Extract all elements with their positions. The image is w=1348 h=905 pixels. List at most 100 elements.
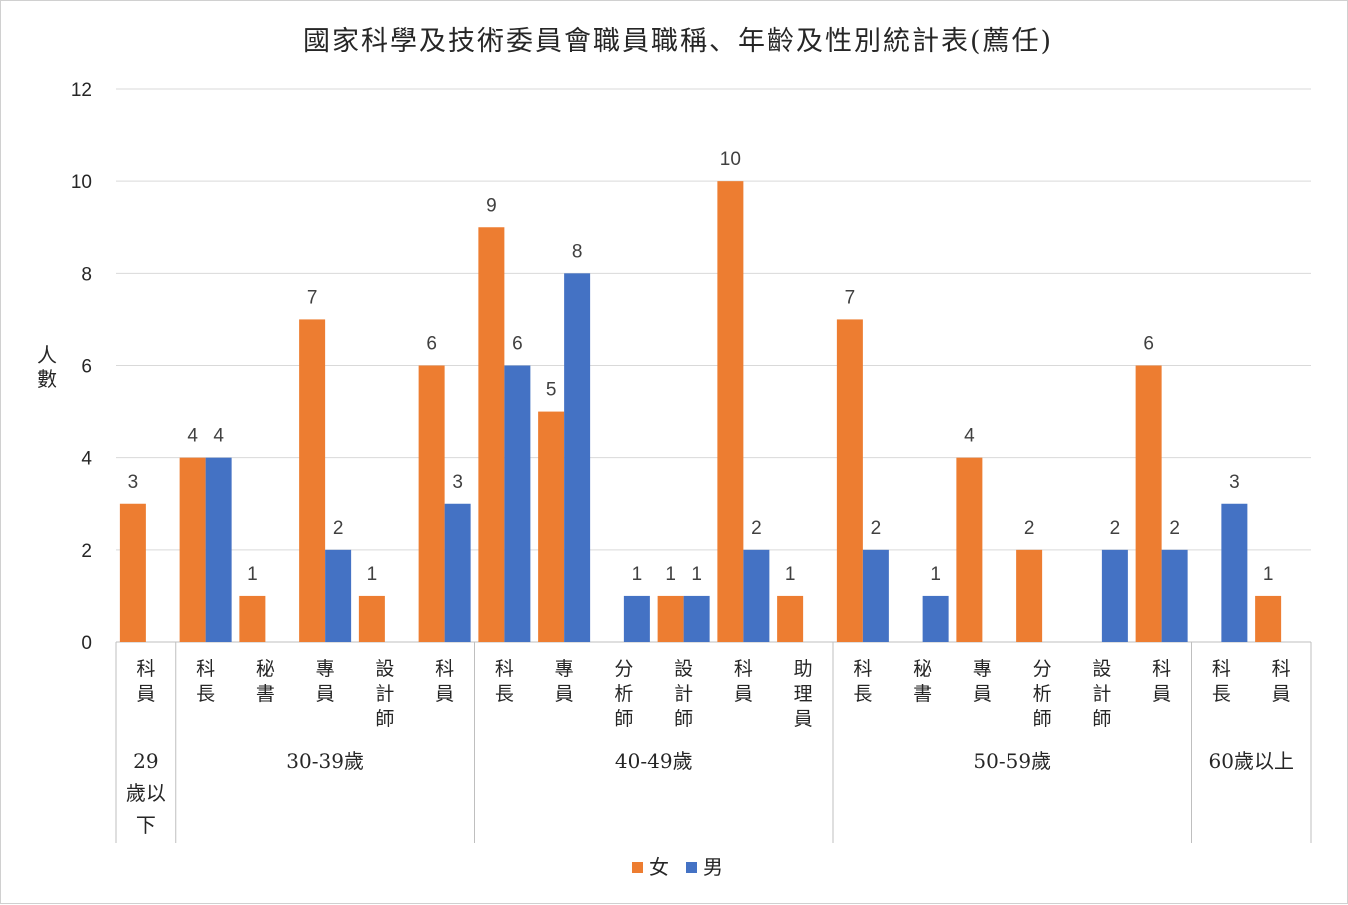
data-label: 1 [785, 564, 796, 585]
bar-male [564, 273, 591, 642]
data-label: 3 [452, 472, 463, 493]
data-label: 2 [1169, 518, 1180, 539]
y-tick-label: 0 [81, 633, 92, 654]
y-tick-label: 2 [81, 541, 92, 562]
data-label: 1 [930, 564, 941, 585]
gridlines [116, 88, 1311, 551]
bar-female [836, 319, 863, 642]
bar-female [119, 503, 146, 642]
bar-female [418, 365, 445, 642]
data-label: 1 [247, 564, 258, 585]
bar-male [325, 549, 352, 642]
bar-female [358, 595, 385, 642]
bar-female [1135, 365, 1162, 642]
bar-male [444, 503, 471, 642]
y-tick-label: 12 [71, 80, 92, 101]
category-label: 專員 [316, 658, 335, 705]
bar-male [504, 365, 531, 642]
bar-female [777, 595, 804, 642]
data-label: 10 [720, 149, 741, 170]
legend-label: 男 [703, 855, 723, 879]
data-label: 2 [333, 518, 344, 539]
bar-male [1101, 549, 1128, 642]
bar-female [299, 319, 326, 642]
data-label: 1 [1263, 564, 1274, 585]
bar-male [922, 595, 949, 642]
y-axis-title: 人數 [37, 343, 57, 391]
category-label: 科員 [1272, 658, 1291, 705]
category-label: 分析師 [1033, 658, 1052, 730]
data-label: 6 [426, 334, 437, 355]
data-label: 8 [572, 241, 583, 262]
data-label: 5 [546, 380, 557, 401]
data-label: 1 [367, 564, 378, 585]
category-label: 設計師 [674, 658, 693, 730]
category-label: 科長 [196, 658, 215, 705]
category-label: 分析師 [614, 658, 633, 730]
data-label: 2 [751, 518, 762, 539]
data-label: 4 [187, 426, 198, 447]
bar-female [1016, 549, 1043, 642]
age-group-label: 30-39歲 [286, 749, 364, 773]
bar-male [205, 457, 232, 642]
legend-label: 女 [649, 855, 669, 879]
bar-male [862, 549, 889, 642]
data-label: 7 [845, 287, 856, 308]
category-label: 科長 [495, 658, 514, 705]
bar-male [623, 595, 650, 642]
age-group-label: 29 歲以下 [126, 749, 166, 837]
data-label: 2 [871, 518, 882, 539]
bar-female [657, 595, 684, 642]
category-label: 助理員 [794, 658, 813, 730]
category-label: 專員 [555, 658, 574, 705]
category-label: 科員 [734, 658, 753, 705]
bar-female [478, 227, 505, 642]
y-axis-label: 人數 [37, 343, 57, 391]
category-label: 科長 [1212, 658, 1231, 705]
bar-male [1161, 549, 1188, 642]
age-group-label: 60歲以上 [1209, 749, 1294, 773]
legend: 女男 [632, 855, 723, 879]
category-label: 科員 [136, 658, 155, 705]
age-group-label: 50-59歲 [973, 749, 1051, 773]
bar-male [1221, 503, 1248, 642]
data-label: 3 [128, 472, 139, 493]
y-tick-label: 8 [81, 264, 92, 285]
category-label: 秘書 [913, 658, 932, 705]
bar-female [1255, 595, 1282, 642]
category-label: 科長 [853, 658, 872, 705]
bar-female [538, 411, 565, 642]
data-label: 1 [691, 564, 702, 585]
category-labels: 科員科長秘書專員設計師科員科長專員分析師設計師科員助理員科長秘書專員分析師設計師… [126, 658, 1294, 837]
bar-male [683, 595, 710, 642]
category-label: 專員 [973, 658, 992, 705]
chart-title: 國家科學及技術委員會職員職稱、年齡及性別統計表(薦任) [303, 26, 1053, 57]
data-label: 6 [512, 334, 523, 355]
bar-female [717, 181, 744, 642]
data-label: 4 [213, 426, 224, 447]
legend-swatch-male [686, 862, 697, 873]
bar-female [179, 457, 206, 642]
y-tick-label: 6 [81, 357, 92, 378]
category-label: 秘書 [256, 658, 275, 705]
bars [119, 181, 1282, 642]
bar-female [239, 595, 266, 642]
data-label: 9 [486, 195, 497, 216]
legend-swatch-female [632, 862, 643, 873]
data-label: 1 [632, 564, 643, 585]
age-group-label: 40-49歲 [615, 749, 693, 773]
y-tick-label: 10 [71, 172, 92, 193]
category-label: 設計師 [1092, 658, 1111, 730]
bar-male [743, 549, 770, 642]
data-label: 4 [964, 426, 975, 447]
data-label: 7 [307, 287, 318, 308]
data-label: 6 [1143, 334, 1154, 355]
category-label: 設計師 [375, 658, 394, 730]
data-label: 3 [1229, 472, 1240, 493]
bar-female [956, 457, 983, 642]
y-tick-label: 4 [81, 449, 92, 470]
data-label: 2 [1110, 518, 1121, 539]
